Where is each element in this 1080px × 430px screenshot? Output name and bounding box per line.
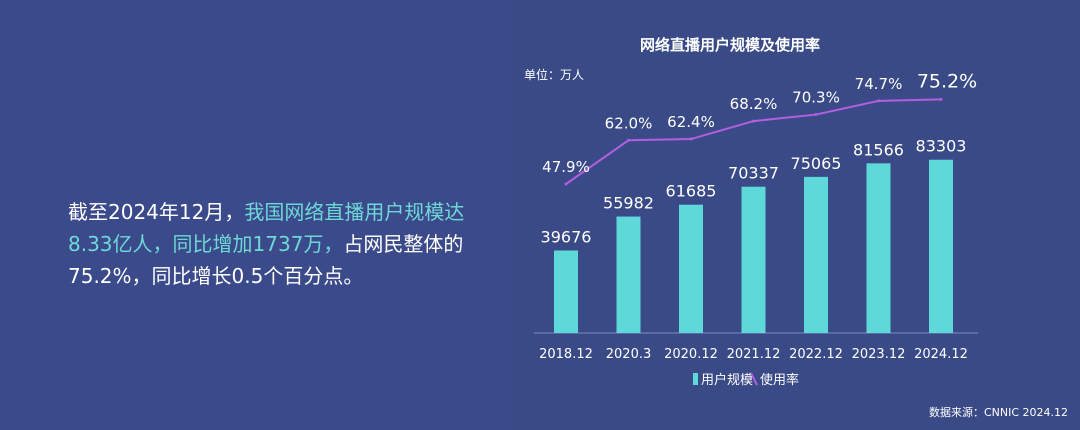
- usage-rate-point: [877, 99, 880, 103]
- summary-part-1: 截至2024年12月，: [68, 200, 245, 224]
- x-tick-label: 2023.12: [852, 347, 906, 362]
- x-tick-label: 2018.12: [539, 347, 593, 362]
- usage-rate-point: [814, 113, 818, 117]
- usage-rate-label: 62.4%: [667, 113, 715, 131]
- bar-value-label: 39676: [541, 227, 592, 246]
- unit-label: 单位：万人: [524, 68, 585, 82]
- x-tick-label: 2021.12: [727, 347, 781, 362]
- usage-rate-point: [939, 97, 943, 101]
- usage-rate-label: 62.0%: [605, 114, 653, 132]
- chart-title: 网络直播用户规模及使用率: [639, 36, 820, 54]
- x-tick-label: 2020.12: [664, 347, 718, 362]
- usage-rate-label: 74.7%: [855, 75, 903, 93]
- summary-part-3: 占网民整体的75.2%，同比增长0.5个百分点。: [68, 232, 464, 288]
- usage-rate-label: 70.3%: [792, 89, 840, 107]
- usage-rate-point: [752, 119, 755, 123]
- bar-2020.3: [616, 216, 641, 333]
- bar-2024.12: [929, 159, 953, 333]
- usage-rate-label: 47.9%: [542, 158, 590, 176]
- bar-2023.12: [866, 163, 891, 333]
- legend-label-line: 使用率: [760, 372, 799, 388]
- usage-rate-label: 75.2%: [917, 70, 977, 92]
- bar-2022.12: [804, 176, 828, 333]
- bar-value-label: 55982: [603, 194, 654, 213]
- x-tick-label: 2020.3: [606, 347, 652, 362]
- summary-text: 截至2024年12月，我国网络直播用户规模达8.33亿人，同比增加1737万，占…: [68, 196, 488, 292]
- usage-rate-point: [627, 138, 630, 142]
- data-source: 数据来源：CNNIC 2024.12: [928, 406, 1068, 419]
- bar-2018.12: [554, 250, 578, 333]
- chart-panel: [510, 0, 1080, 430]
- bar-2021.12: [741, 186, 766, 333]
- bar-value-label: 61685: [666, 182, 717, 201]
- bar-value-label: 81566: [853, 140, 904, 159]
- bar-value-label: 75065: [791, 154, 842, 173]
- legend-swatch-line: [750, 372, 758, 386]
- legend-label-bar: 用户规模: [701, 372, 753, 388]
- legend-swatch-bar: [693, 373, 698, 385]
- usage-rate-point: [564, 182, 568, 186]
- bar-value-label: 70337: [728, 164, 779, 183]
- bar-value-label: 83303: [916, 137, 967, 156]
- usage-rate-point: [689, 137, 693, 141]
- summary-part-2: 我国网络直播用户规模达8.33亿人，同比增加1737万，: [68, 200, 465, 256]
- x-tick-label: 2024.12: [914, 347, 968, 362]
- usage-rate-label: 68.2%: [730, 95, 778, 113]
- bar-2020.12: [679, 204, 703, 333]
- x-tick-label: 2022.12: [789, 347, 843, 362]
